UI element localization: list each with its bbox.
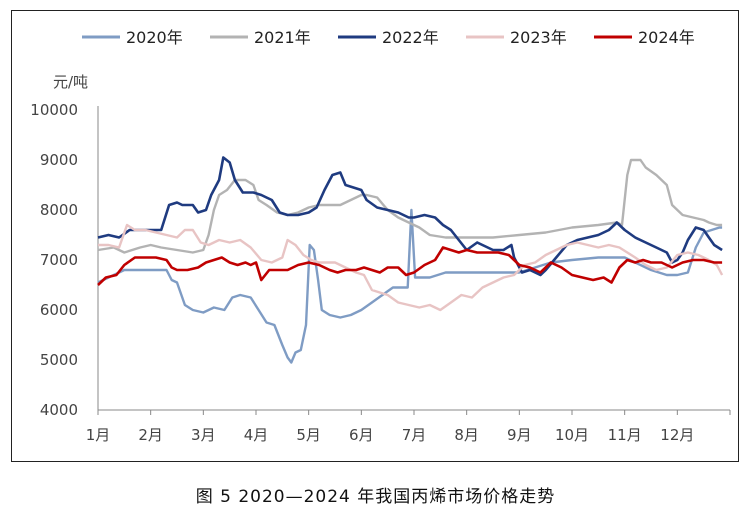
series-line-2020年 (97, 208, 723, 364)
x-tick-label: 7月 (402, 426, 427, 444)
x-tick-label: 5月 (296, 426, 321, 444)
x-tick-label: 10月 (555, 426, 589, 444)
x-tick-label: 9月 (507, 426, 532, 444)
legend-label: 2022年 (382, 28, 439, 47)
series-line-2024年 (97, 246, 723, 286)
legend: 2020年 2021年 2022年 2023年 2024年 (82, 28, 695, 47)
legend-label: 2021年 (254, 28, 311, 47)
x-tick-label: 3月 (191, 426, 216, 444)
x-axis: 1月 2月 3月 4月 5月 6月 7月 8月 9月 10月 11月 12月 (86, 409, 731, 444)
y-tick-label: 6000 (40, 301, 78, 319)
y-tick-label: 10000 (30, 101, 78, 119)
x-tick-label: 2月 (138, 426, 163, 444)
figure-caption: 图 5 2020—2024 年我国丙烯市场价格走势 (195, 487, 556, 507)
x-tick-label: 6月 (349, 426, 374, 444)
y-axis: 4000 5000 6000 7000 8000 9000 10000 (30, 101, 99, 419)
series-line-2022年 (97, 156, 723, 277)
legend-label: 2023年 (510, 28, 567, 47)
chart-svg: 2020年 2021年 2022年 2023年 2024年 元/吨 4000 5000 60… (30, 28, 731, 444)
series-line-2023年 (98, 223, 724, 312)
x-tick-label: 11月 (608, 426, 642, 444)
y-tick-label: 8000 (40, 201, 78, 219)
y-tick-label: 7000 (40, 251, 78, 269)
y-tick-label: 9000 (40, 151, 78, 169)
x-tick-label: 12月 (660, 426, 694, 444)
x-tick-label: 4月 (244, 426, 269, 444)
y-axis-unit-label: 元/吨 (53, 73, 88, 91)
x-tick-label: 1月 (86, 426, 111, 444)
y-tick-label: 4000 (40, 401, 78, 419)
legend-label: 2024年 (638, 28, 695, 47)
legend-label: 2020年 (126, 28, 183, 47)
series-line-2021年 (97, 158, 723, 254)
x-tick-label: 8月 (454, 426, 479, 444)
chart-frame: 2020年 2021年 2022年 2023年 2024年 元/吨 4000 5000 60… (11, 10, 739, 462)
y-tick-label: 5000 (40, 351, 78, 369)
series-group (97, 156, 724, 364)
